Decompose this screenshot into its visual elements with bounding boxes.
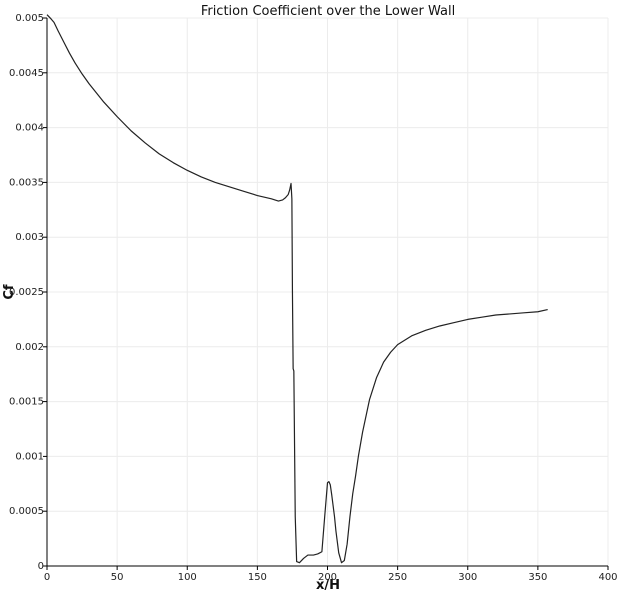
y-tick-label: 0.0015 — [9, 397, 44, 408]
x-tick-label: 300 — [458, 572, 477, 583]
x-tick-label: 150 — [248, 572, 267, 583]
y-tick-label: 0.0045 — [9, 68, 44, 79]
x-tick-label: 400 — [598, 572, 617, 583]
x-axis-ticks: 0 50 100 150 200 250 300 350 400 — [44, 566, 618, 583]
y-tick-label: 0.001 — [15, 451, 44, 462]
y-tick-label: 0.0035 — [9, 177, 44, 188]
y-tick-label: 0 — [38, 561, 44, 572]
x-axis-label: x/H — [316, 578, 340, 593]
x-tick-label: 50 — [111, 572, 124, 583]
y-tick-label: 0.004 — [15, 123, 44, 134]
y-tick-label: 0.003 — [15, 232, 44, 243]
y-tick-label: 0.002 — [15, 342, 44, 353]
x-tick-label: 100 — [178, 572, 197, 583]
y-tick-label: 0.005 — [15, 13, 44, 24]
y-tick-label: 0.0005 — [9, 506, 44, 517]
x-tick-label: 250 — [388, 572, 407, 583]
y-axis-ticks: 0 0.0005 0.001 0.0015 0.002 0.0025 0.003 0.0035… — [9, 13, 47, 572]
grid-lines — [46, 17, 609, 567]
x-tick-label: 0 — [44, 572, 50, 583]
y-axis-label: Cf — [2, 284, 17, 300]
y-tick-label: 0.0025 — [9, 287, 44, 298]
series-line — [46, 14, 548, 564]
chart-title: Friction Coefficient over the Lower Wall — [201, 4, 455, 19]
x-tick-label: 200 — [318, 572, 337, 583]
x-tick-label: 350 — [528, 572, 547, 583]
